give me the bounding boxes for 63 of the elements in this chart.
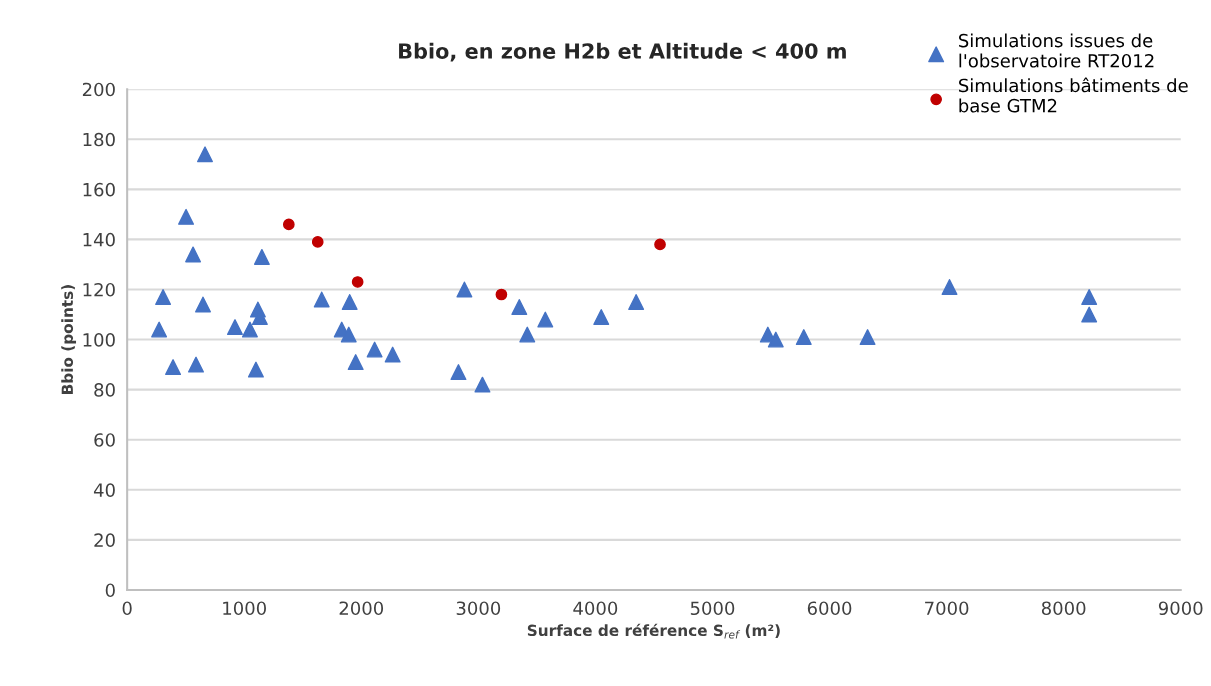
y-tick-label: 180 [83, 132, 115, 147]
point [450, 364, 467, 381]
point [859, 329, 876, 346]
point [351, 276, 364, 288]
y-tick-label: 0 [105, 583, 115, 598]
point [456, 281, 473, 298]
x-tick-label: 5000 [690, 601, 735, 616]
x-tick-label: 1000 [223, 601, 266, 616]
point [519, 326, 536, 343]
x-tick-label: 6000 [807, 601, 852, 616]
x-tick-label: 0 [122, 601, 132, 616]
point [1081, 306, 1098, 323]
point [384, 346, 401, 363]
point [474, 376, 491, 393]
point [1081, 289, 1098, 305]
point [593, 309, 610, 326]
point [347, 354, 364, 371]
point [366, 341, 383, 358]
x-axis-title: Surface de référence S$_{ref}$ (m²) [527, 623, 780, 639]
point [241, 321, 258, 338]
point [151, 321, 168, 338]
x-tick-label: 7000 [925, 601, 969, 616]
point [313, 291, 330, 308]
point [654, 238, 666, 251]
point [340, 326, 357, 343]
point [941, 279, 958, 295]
legend-label: Simulations issues de l'observatoire RT2012 [959, 33, 1154, 68]
y-tick-label: 60 [94, 433, 115, 447]
point [495, 288, 508, 301]
y-tick-label: 140 [83, 232, 115, 247]
point [155, 289, 172, 305]
y-tick-label: 80 [94, 383, 115, 397]
point [282, 218, 295, 231]
point [165, 359, 182, 376]
y-tick-label: 40 [93, 483, 115, 497]
x-tick-label: 9000 [1158, 601, 1203, 616]
point [226, 319, 243, 336]
x-tick-label: 3000 [456, 601, 501, 616]
y-tick-label: 20 [94, 533, 115, 547]
point [188, 356, 204, 373]
y-tick-label: 120 [83, 282, 115, 297]
x-tick-label: 2000 [339, 601, 384, 616]
point [197, 146, 213, 163]
point [341, 294, 358, 310]
point [178, 208, 195, 225]
y-tick-label: 160 [83, 182, 115, 197]
point [628, 294, 645, 310]
point [537, 311, 554, 328]
point [511, 299, 528, 315]
point [311, 236, 324, 248]
point [185, 246, 202, 263]
point [767, 331, 784, 348]
chart-title: Bbio, en zone H2b et Altitude < 400 m [399, 42, 846, 62]
point [795, 329, 812, 346]
point [247, 361, 264, 378]
y-tick-label: 100 [83, 333, 115, 347]
y-tick-label: 200 [82, 82, 115, 97]
point [195, 296, 211, 313]
y-axis-title: Bbio (points) [61, 285, 77, 394]
legend-label: Simulations bâtiments de base GTM2 [959, 77, 1188, 113]
point [253, 248, 270, 265]
x-tick-label: 8000 [1041, 601, 1086, 616]
x-tick-label: 4000 [573, 601, 618, 616]
